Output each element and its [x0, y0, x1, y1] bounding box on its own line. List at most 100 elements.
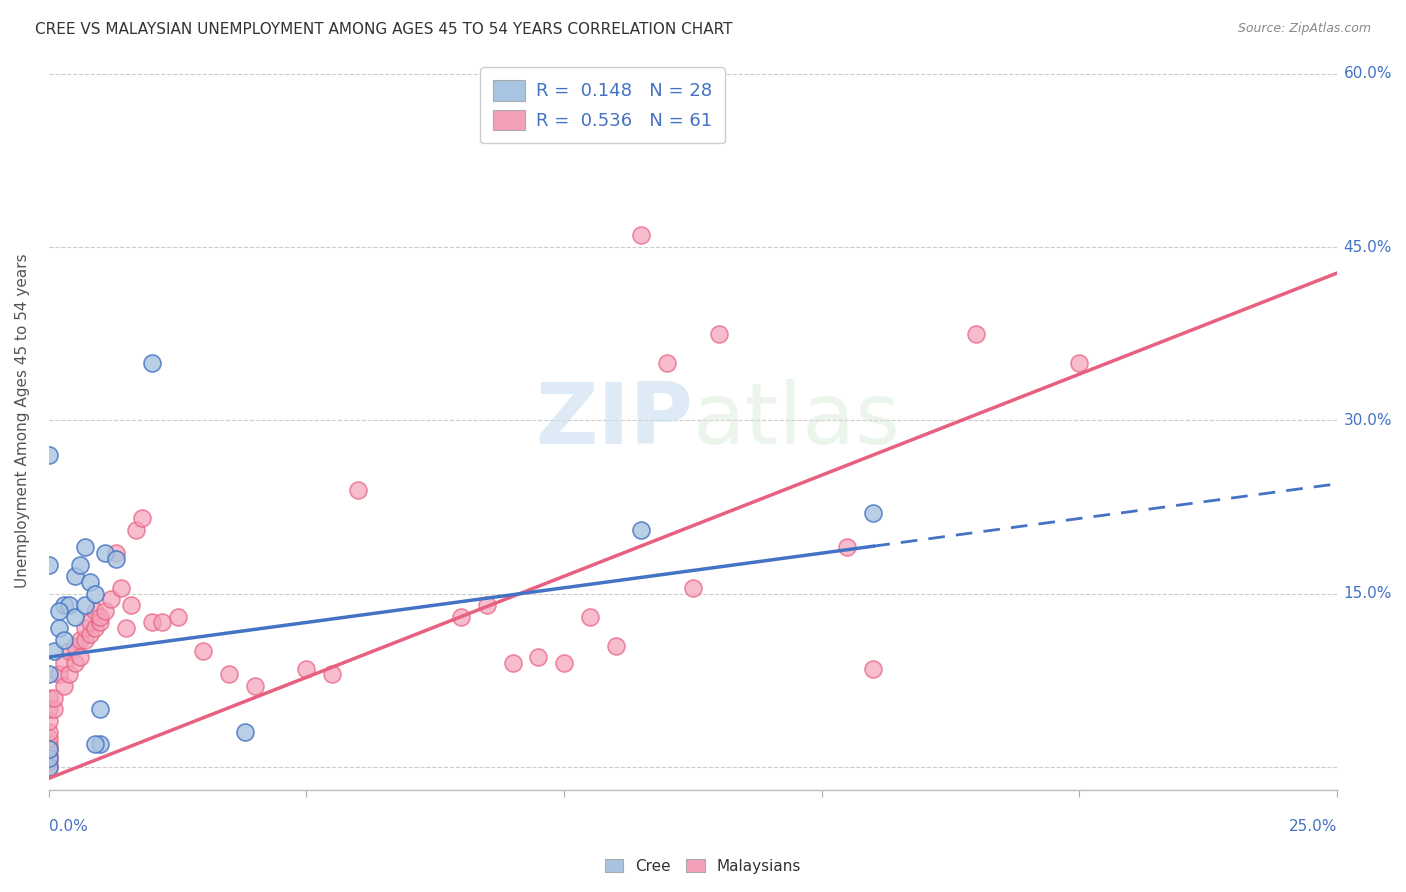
- Point: [1069, 355, 1091, 369]
- Legend: Cree, Malaysians: Cree, Malaysians: [599, 853, 807, 880]
- Point: [579, 609, 602, 624]
- Point: [84, 586, 107, 600]
- Point: [862, 506, 884, 520]
- Point: [84, 621, 107, 635]
- Point: [475, 598, 498, 612]
- Point: [89, 737, 111, 751]
- Point: [63, 609, 86, 624]
- Point: [58, 598, 80, 612]
- Point: [141, 355, 163, 369]
- Point: [48, 667, 70, 681]
- Point: [58, 644, 80, 658]
- Text: 15.0%: 15.0%: [1344, 586, 1392, 601]
- Point: [502, 656, 524, 670]
- Point: [53, 632, 76, 647]
- Point: [110, 581, 132, 595]
- Point: [605, 639, 627, 653]
- Point: [150, 615, 173, 630]
- Point: [89, 609, 111, 624]
- Point: [682, 581, 704, 595]
- Point: [131, 511, 153, 525]
- Point: [450, 609, 472, 624]
- Point: [553, 656, 575, 670]
- Point: [862, 662, 884, 676]
- Point: [63, 639, 86, 653]
- Point: [53, 679, 76, 693]
- Point: [63, 656, 86, 670]
- Point: [69, 650, 91, 665]
- Point: [79, 574, 101, 589]
- Point: [295, 662, 318, 676]
- Text: ZIP: ZIP: [536, 379, 693, 462]
- Legend: R =  0.148   N = 28, R =  0.536   N = 61: R = 0.148 N = 28, R = 0.536 N = 61: [481, 67, 725, 143]
- Point: [218, 667, 240, 681]
- Point: [38, 748, 60, 763]
- Point: [58, 667, 80, 681]
- Point: [115, 621, 138, 635]
- Point: [69, 558, 91, 572]
- Point: [53, 598, 76, 612]
- Point: [38, 760, 60, 774]
- Text: CREE VS MALAYSIAN UNEMPLOYMENT AMONG AGES 45 TO 54 YEARS CORRELATION CHART: CREE VS MALAYSIAN UNEMPLOYMENT AMONG AGE…: [35, 22, 733, 37]
- Point: [38, 714, 60, 728]
- Text: 25.0%: 25.0%: [1289, 820, 1337, 835]
- Point: [94, 546, 117, 560]
- Point: [53, 656, 76, 670]
- Point: [243, 679, 266, 693]
- Point: [63, 569, 86, 583]
- Point: [104, 546, 127, 560]
- Point: [347, 483, 370, 497]
- Text: atlas: atlas: [693, 379, 901, 462]
- Text: 60.0%: 60.0%: [1344, 66, 1392, 81]
- Point: [166, 609, 188, 624]
- Point: [84, 737, 107, 751]
- Point: [79, 615, 101, 630]
- Point: [48, 621, 70, 635]
- Point: [38, 702, 60, 716]
- Point: [79, 627, 101, 641]
- Point: [630, 523, 652, 537]
- Point: [38, 667, 60, 681]
- Point: [630, 228, 652, 243]
- Point: [38, 448, 60, 462]
- Text: Source: ZipAtlas.com: Source: ZipAtlas.com: [1237, 22, 1371, 36]
- Text: 0.0%: 0.0%: [49, 820, 87, 835]
- Point: [73, 598, 96, 612]
- Text: 45.0%: 45.0%: [1344, 240, 1392, 254]
- Point: [120, 598, 142, 612]
- Point: [38, 737, 60, 751]
- Y-axis label: Unemployment Among Ages 45 to 54 years: Unemployment Among Ages 45 to 54 years: [15, 253, 30, 588]
- Point: [73, 621, 96, 635]
- Point: [38, 731, 60, 745]
- Point: [38, 754, 60, 768]
- Point: [38, 742, 60, 756]
- Point: [84, 604, 107, 618]
- Point: [38, 750, 60, 764]
- Point: [965, 326, 987, 341]
- Point: [38, 558, 60, 572]
- Point: [69, 632, 91, 647]
- Point: [42, 690, 65, 705]
- Point: [48, 604, 70, 618]
- Point: [527, 650, 550, 665]
- Point: [73, 632, 96, 647]
- Point: [104, 552, 127, 566]
- Point: [94, 604, 117, 618]
- Point: [837, 541, 859, 555]
- Point: [42, 644, 65, 658]
- Point: [38, 760, 60, 774]
- Point: [125, 523, 148, 537]
- Point: [38, 725, 60, 739]
- Point: [707, 326, 730, 341]
- Point: [233, 725, 256, 739]
- Point: [73, 541, 96, 555]
- Point: [655, 355, 678, 369]
- Text: 30.0%: 30.0%: [1344, 413, 1392, 428]
- Point: [321, 667, 343, 681]
- Point: [89, 615, 111, 630]
- Point: [38, 690, 60, 705]
- Point: [141, 615, 163, 630]
- Point: [38, 742, 60, 756]
- Point: [42, 702, 65, 716]
- Point: [193, 644, 215, 658]
